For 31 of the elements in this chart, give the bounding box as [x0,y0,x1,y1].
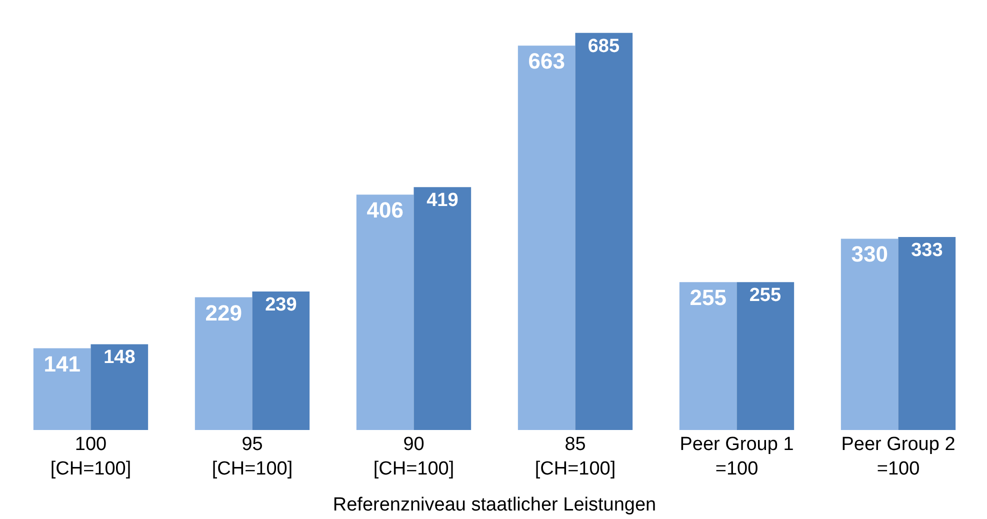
bar [898,236,956,430]
bar [356,194,414,430]
bar [90,344,148,430]
data-label: 330 [851,242,888,267]
data-label: 685 [588,36,620,57]
bar [33,348,91,430]
bar [518,46,576,430]
x-tick-label: Peer Group 1 =100 [680,434,794,480]
data-label: 333 [911,240,943,261]
bar [194,297,252,430]
x-axis-title: Referenzniveau staatlicher Leistungen [332,494,656,516]
data-label: 419 [426,190,458,212]
bar [736,282,794,430]
x-tick-label: 100 [CH=100] [50,434,132,480]
x-tick-label: 90 [CH=100] [373,434,454,480]
bar [252,291,310,430]
bar [414,187,472,430]
data-label: 141 [44,351,80,376]
data-label: 406 [366,198,404,223]
data-label: 239 [265,294,297,316]
data-label: 255 [749,285,782,306]
x-tick-label: 95 [CH=100] [212,434,293,480]
x-tick-label: Peer Group 2 =100 [841,434,956,480]
data-label: 663 [528,48,565,74]
bar [679,282,737,430]
data-label: 255 [690,285,726,310]
bar [840,238,898,430]
x-tick-label: 85 [CH=100] [534,434,616,480]
bar [575,32,633,430]
data-label: 148 [104,347,136,368]
data-label: 229 [205,300,242,326]
